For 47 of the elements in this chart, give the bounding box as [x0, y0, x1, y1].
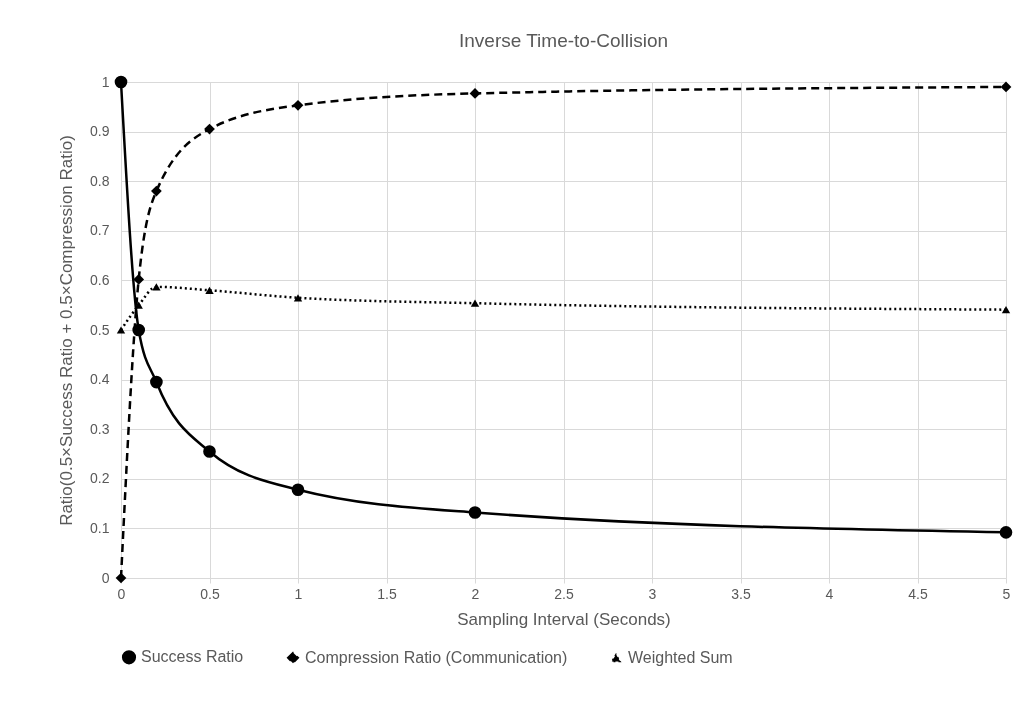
chart-title: Inverse Time-to-Collision [458, 30, 669, 51]
point [134, 301, 143, 309]
y-tick-label: 0.4 [90, 371, 110, 388]
point [133, 274, 145, 285]
x-tick-label: 2 [471, 585, 480, 602]
y-tick-label: 0.7 [90, 222, 110, 239]
point [152, 283, 161, 291]
x-tick-label: 4.5 [908, 585, 928, 602]
point [203, 445, 216, 458]
point [115, 572, 127, 584]
y-tick-label: 0.5 [90, 321, 110, 338]
y-tick-label: 1 [101, 73, 110, 90]
point [999, 526, 1013, 539]
y-axis-title: Ratio(0.5×Success Ratio + 0.5×Compression Ratio) [57, 135, 77, 526]
point [291, 483, 305, 497]
y-tick-label: 0.9 [90, 123, 110, 140]
point [470, 299, 480, 307]
x-tick-label: 5 [1002, 585, 1011, 602]
point [1000, 81, 1012, 93]
x-axis-title: Sampling Interval (Seconds) [457, 609, 671, 629]
point [293, 294, 303, 302]
point [292, 99, 304, 111]
point [150, 375, 163, 389]
y-tick-label: 0.6 [90, 271, 110, 288]
point [205, 286, 214, 294]
legend-label: Weighted Sum [628, 649, 733, 666]
y-tick-label: 0.2 [90, 470, 110, 487]
x-tick-label: 1.5 [377, 585, 397, 602]
y-tick-label: 0.3 [90, 420, 110, 437]
y-tick-label: 0 [101, 569, 110, 586]
point [132, 323, 146, 337]
x-tick-label: 2.5 [554, 585, 574, 602]
x-tick-label: 3.5 [731, 585, 751, 602]
point [116, 326, 126, 334]
x-tick-label: 1 [294, 585, 303, 602]
y-tick-label: 0.8 [90, 172, 110, 189]
point [151, 185, 162, 197]
point [114, 75, 128, 89]
point [468, 506, 482, 519]
legend-label: Compression Ratio (Communication) [305, 648, 568, 666]
x-tick-label: 0.5 [200, 585, 220, 602]
y-tick-label: 0.1 [90, 519, 110, 536]
x-tick-label: 3 [648, 585, 657, 602]
legend-label: Success Ratio [141, 648, 244, 666]
x-tick-label: 0 [117, 585, 126, 602]
x-tick-label: 4 [825, 585, 834, 602]
point [1001, 306, 1011, 314]
